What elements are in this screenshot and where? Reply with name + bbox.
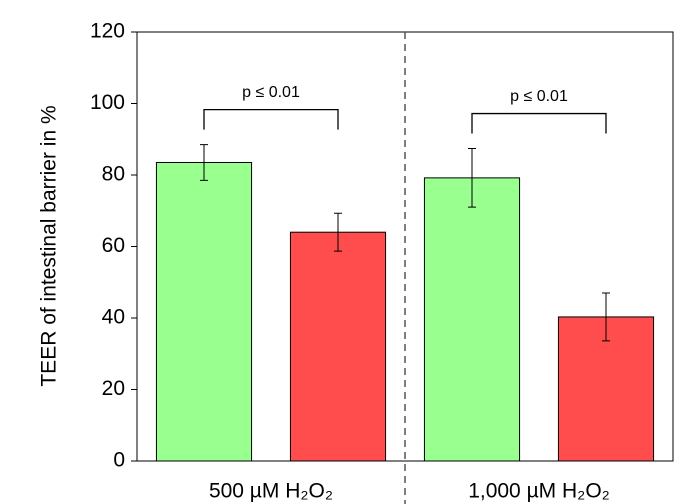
x-tick-label: 1,000 µM H₂O₂: [468, 480, 610, 503]
annotation: p ≤ 0.01: [510, 88, 568, 105]
y-tick-label: 100: [90, 91, 125, 114]
y-tick-label: 20: [102, 377, 125, 400]
y-tick-label: 0: [113, 449, 125, 472]
significance-bracket: [471, 112, 607, 134]
annotation: p ≤ 0.01: [242, 84, 300, 101]
y-axis-label: TEER of intestinal barrier in %: [38, 105, 61, 386]
bar: [289, 231, 387, 462]
error-bar: [200, 144, 208, 181]
y-tick-label: 120: [90, 20, 125, 43]
error-bar: [334, 212, 342, 252]
bar: [423, 177, 521, 462]
significance-bracket: [203, 108, 339, 130]
error-bar: [468, 148, 476, 208]
bar: [155, 161, 253, 462]
y-tick-label: 80: [102, 163, 125, 186]
y-tick-label: 40: [102, 306, 125, 329]
x-tick-label: 500 µM H₂O₂: [209, 480, 333, 503]
y-tick-label: 60: [102, 234, 125, 257]
error-bar: [602, 292, 610, 342]
